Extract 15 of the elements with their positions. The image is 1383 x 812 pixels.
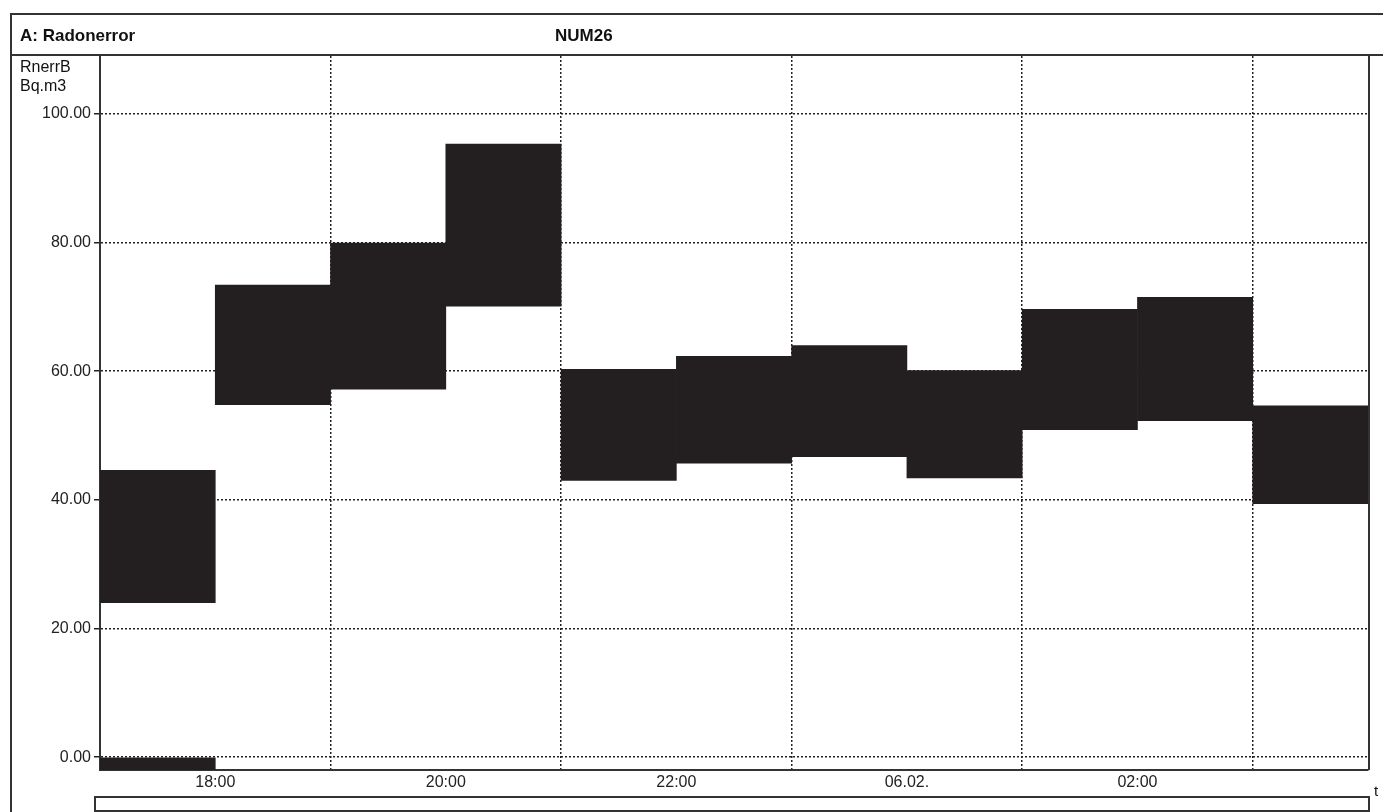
chart-subtitle: NUM26 bbox=[555, 26, 613, 46]
y-tick-label: 80.00 bbox=[50, 232, 92, 250]
y-tick-label: 0.00 bbox=[59, 747, 92, 765]
y-tick-label: 20.00 bbox=[50, 618, 92, 636]
x-tick-label: 06.02. bbox=[884, 773, 930, 791]
y-tick-label: 40.00 bbox=[50, 490, 92, 508]
x-tick-label: 20:00 bbox=[425, 773, 466, 791]
y-axis-title: RnerrB Bq.m3 bbox=[20, 57, 71, 95]
text: t bbox=[1374, 782, 1379, 799]
x-tick-label: 02:00 bbox=[1117, 773, 1158, 791]
x-tick-label: 18:00 bbox=[195, 773, 236, 791]
y-tick-label: 100.00 bbox=[42, 104, 92, 122]
x-tick-label: 22:00 bbox=[656, 773, 697, 791]
y-tick-label: 60.00 bbox=[50, 361, 92, 379]
chart-title: A: Radonerror bbox=[20, 26, 136, 46]
